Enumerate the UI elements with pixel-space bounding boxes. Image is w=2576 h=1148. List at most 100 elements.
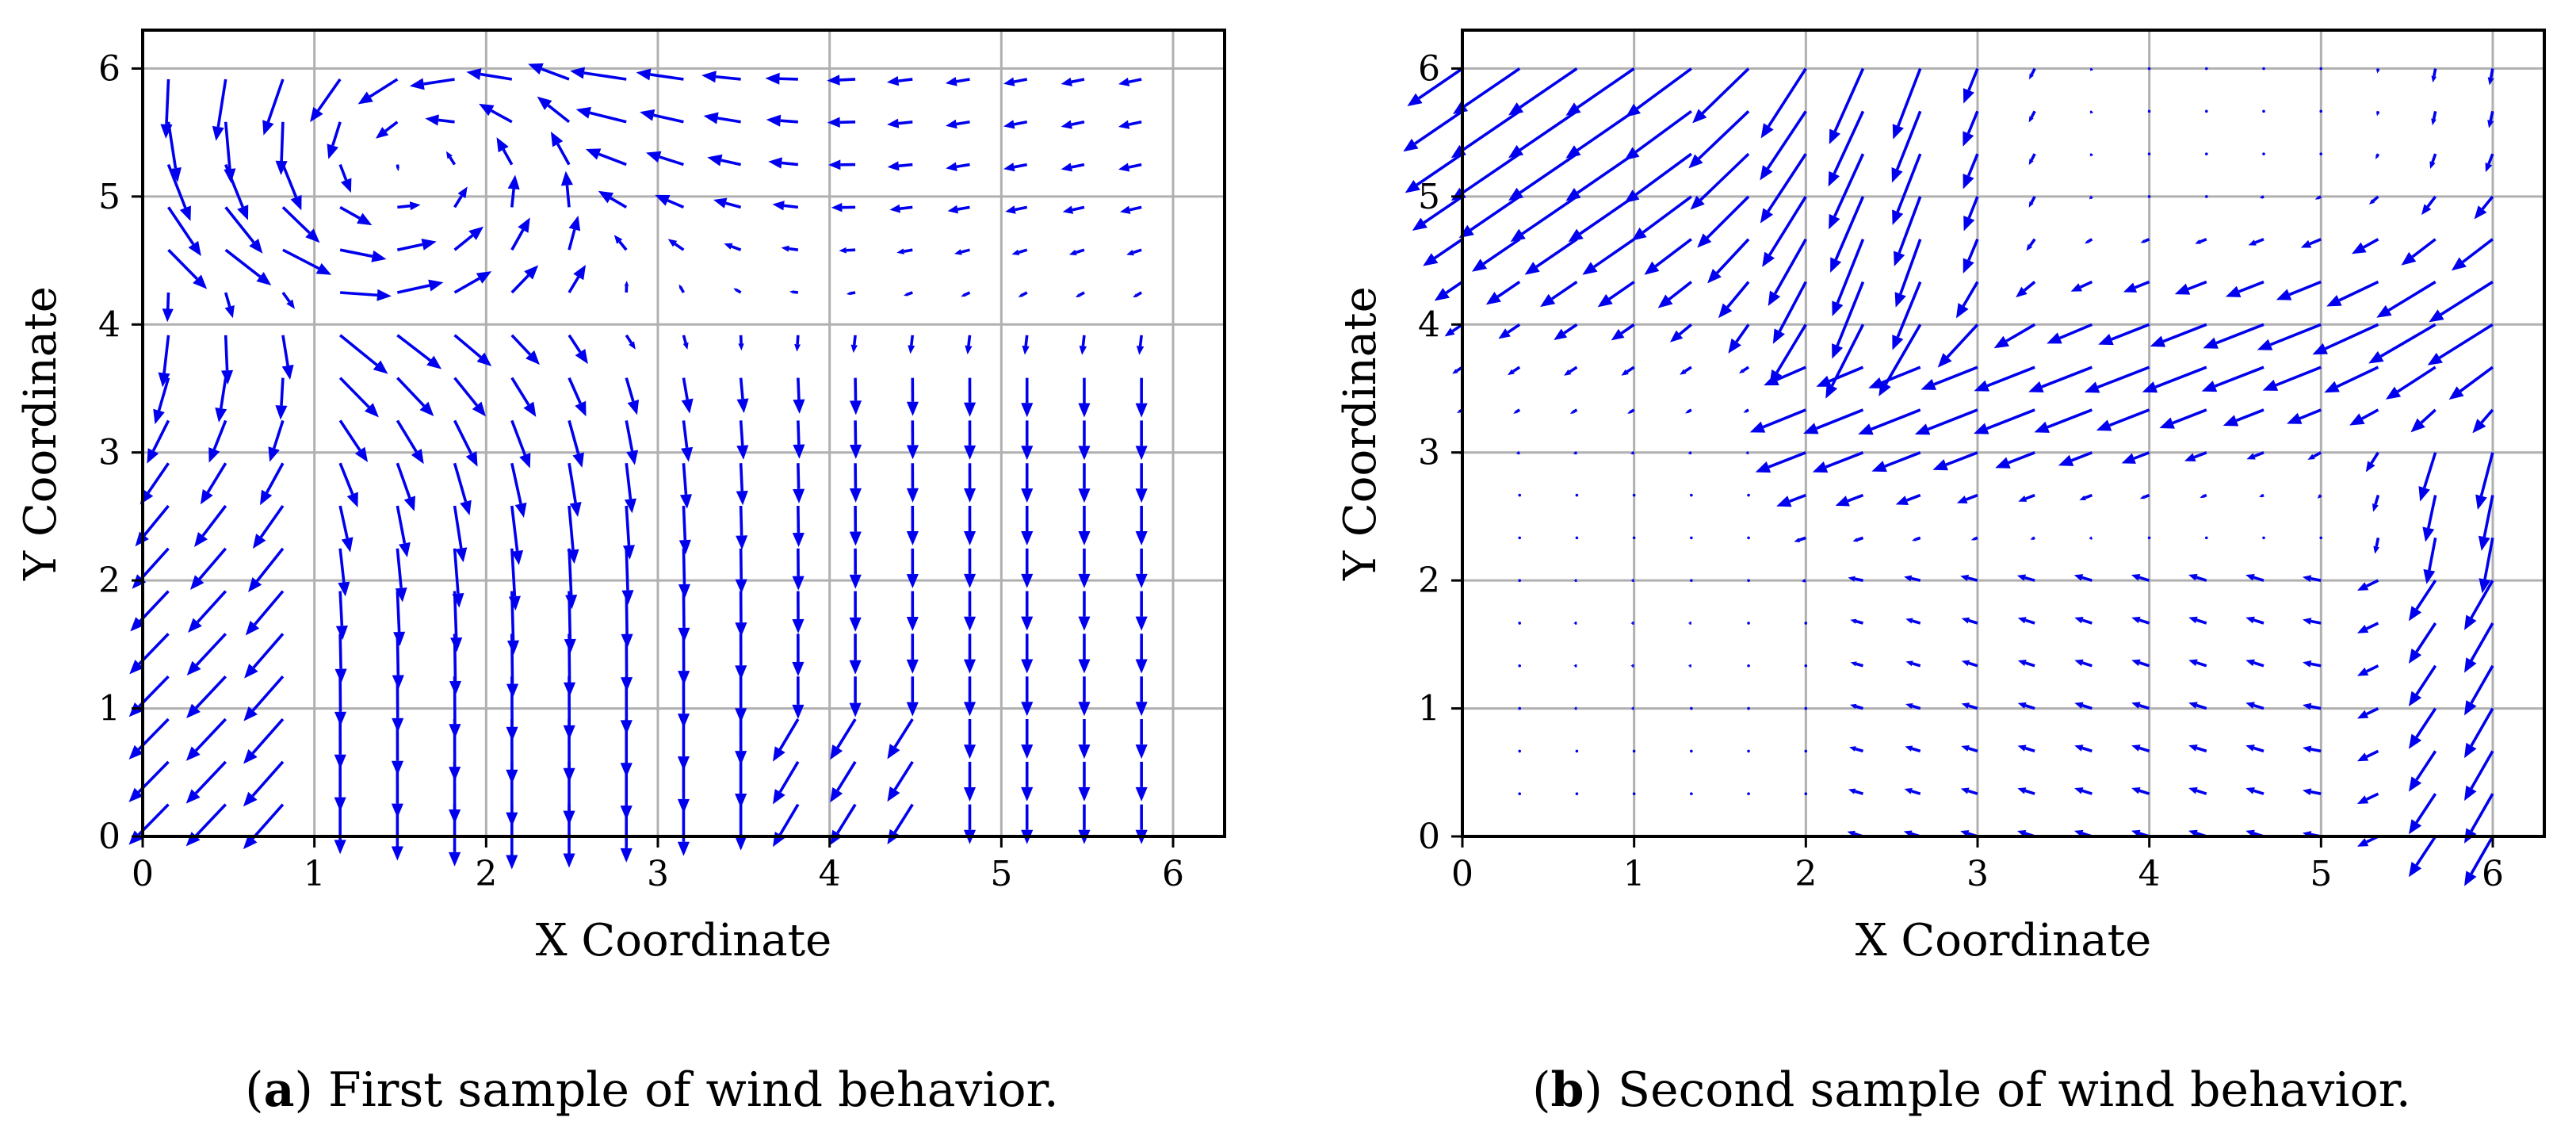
wind-arrow-head (735, 793, 747, 808)
wind-arrow (1961, 660, 1978, 668)
wind-arrow-head (2142, 381, 2158, 393)
wind-arrow-head (1021, 744, 1034, 760)
wind-arrow-shaft (2379, 323, 2436, 358)
wind-arrow-head (1444, 327, 1455, 337)
wind-arrow (2319, 152, 2323, 155)
wind-arrow-head (1970, 538, 1975, 541)
wind-arrow (736, 463, 748, 506)
wind-arrow-head (1135, 488, 1148, 503)
wind-arrow (2418, 452, 2437, 502)
wind-arrow (1848, 576, 1863, 582)
wind-arrow (2028, 365, 2093, 392)
wind-arrow (2131, 744, 2150, 753)
wind-arrow (1135, 633, 1148, 674)
wind-arrow-shaft (1834, 196, 1865, 261)
wind-arrow-head (945, 119, 957, 129)
wind-arrow-head (130, 617, 145, 632)
wind-arrow-shaft (893, 803, 914, 833)
wind-arrow-head (224, 305, 235, 319)
wind-arrow-shaft (2030, 110, 2036, 118)
wind-arrow-head (2463, 657, 2477, 673)
wind-arrow-head (2089, 155, 2092, 157)
wind-arrow (828, 159, 856, 170)
wind-arrow (208, 419, 227, 463)
wind-arrow (2188, 786, 2207, 795)
wind-arrow (1540, 281, 1578, 308)
wind-arrow-shaft (2059, 323, 2093, 340)
wind-arrow-shaft (2215, 323, 2265, 345)
wind-arrow (2475, 452, 2494, 511)
wind-arrow (1518, 493, 1522, 497)
wind-arrow-head (1457, 410, 1460, 414)
wind-arrow-dot (1518, 664, 1522, 668)
wind-arrow-shaft (1620, 323, 1635, 335)
wind-arrow (1690, 792, 1693, 795)
wind-arrow-shaft (2047, 408, 2093, 429)
wind-arrow-shaft (547, 104, 571, 124)
wind-arrow-shaft (659, 155, 684, 166)
wind-arrow-head (506, 726, 518, 741)
wind-arrow-shaft (1833, 67, 1865, 132)
wind-arrow-shaft (1634, 109, 1692, 154)
wind-arrow-shaft (2470, 836, 2494, 874)
wind-arrow (128, 760, 170, 802)
wind-arrow (2431, 110, 2437, 126)
wind-arrow-head (1078, 403, 1091, 418)
wind-arrow-head (1687, 664, 1690, 667)
wind-arrow-shaft (1572, 408, 1578, 414)
wind-arrow (621, 548, 634, 605)
wind-arrow-shaft (2470, 750, 2494, 790)
wind-arrow-shaft (369, 78, 399, 98)
wind-arrow (1878, 323, 1922, 396)
wind-arrow (1568, 195, 1635, 243)
wind-arrow-shaft (893, 760, 914, 791)
wind-arrow-head (613, 235, 623, 244)
wind-arrow-dot (2262, 536, 2265, 540)
wind-arrow (1407, 67, 1464, 106)
wind-arrow (2408, 580, 2437, 622)
wind-arrow-shaft (793, 290, 799, 294)
wind-arrow (128, 675, 170, 718)
wind-arrow-head (1892, 335, 1904, 350)
wind-arrow-head (567, 549, 579, 564)
wind-arrow-head (2188, 786, 2198, 794)
wind-arrow-head (1021, 573, 1034, 588)
y-tick-label: 3 (1418, 433, 1440, 473)
wind-arrow-shaft (731, 245, 742, 251)
wind-arrow-head (338, 581, 350, 597)
wind-arrow (2262, 536, 2265, 540)
wind-arrow (2408, 750, 2437, 792)
wind-arrow-shaft (1654, 238, 1692, 268)
wind-arrow (281, 206, 320, 243)
wind-arrow-head (2089, 112, 2092, 114)
wind-arrow-dot (2147, 109, 2151, 113)
wind-arrow (1003, 77, 1028, 86)
wind-arrow-head (373, 360, 388, 374)
wind-arrow-head (2245, 702, 2255, 709)
wind-arrow-shaft (1550, 281, 1578, 300)
wind-arrow-dot (2319, 109, 2323, 113)
wind-arrow-shaft (1626, 365, 1635, 373)
wind-arrow-shaft (1496, 281, 1521, 298)
wind-arrow-head (2302, 618, 2312, 625)
wind-arrow (946, 162, 970, 171)
wind-arrow-head (2089, 197, 2091, 200)
wind-arrow-head (506, 812, 518, 827)
wind-arrow (2448, 365, 2494, 400)
wind-arrow (1687, 622, 1691, 625)
wind-arrow (1850, 618, 1863, 625)
x-tick-label: 0 (1451, 854, 1473, 894)
grid-a (141, 30, 1225, 838)
wind-arrow-head (954, 249, 962, 255)
wind-arrow-shaft (736, 289, 742, 294)
wind-arrow-shaft (396, 284, 430, 294)
x-tick-label: 6 (2482, 854, 2504, 894)
wind-arrow (281, 291, 295, 309)
wind-arrow-head (2028, 201, 2034, 208)
wind-arrow-dot (1518, 749, 1522, 753)
wind-arrow (507, 174, 520, 208)
wind-arrow-shaft (2470, 707, 2494, 747)
wind-arrow-head (508, 595, 521, 611)
wind-arrow (396, 505, 411, 558)
